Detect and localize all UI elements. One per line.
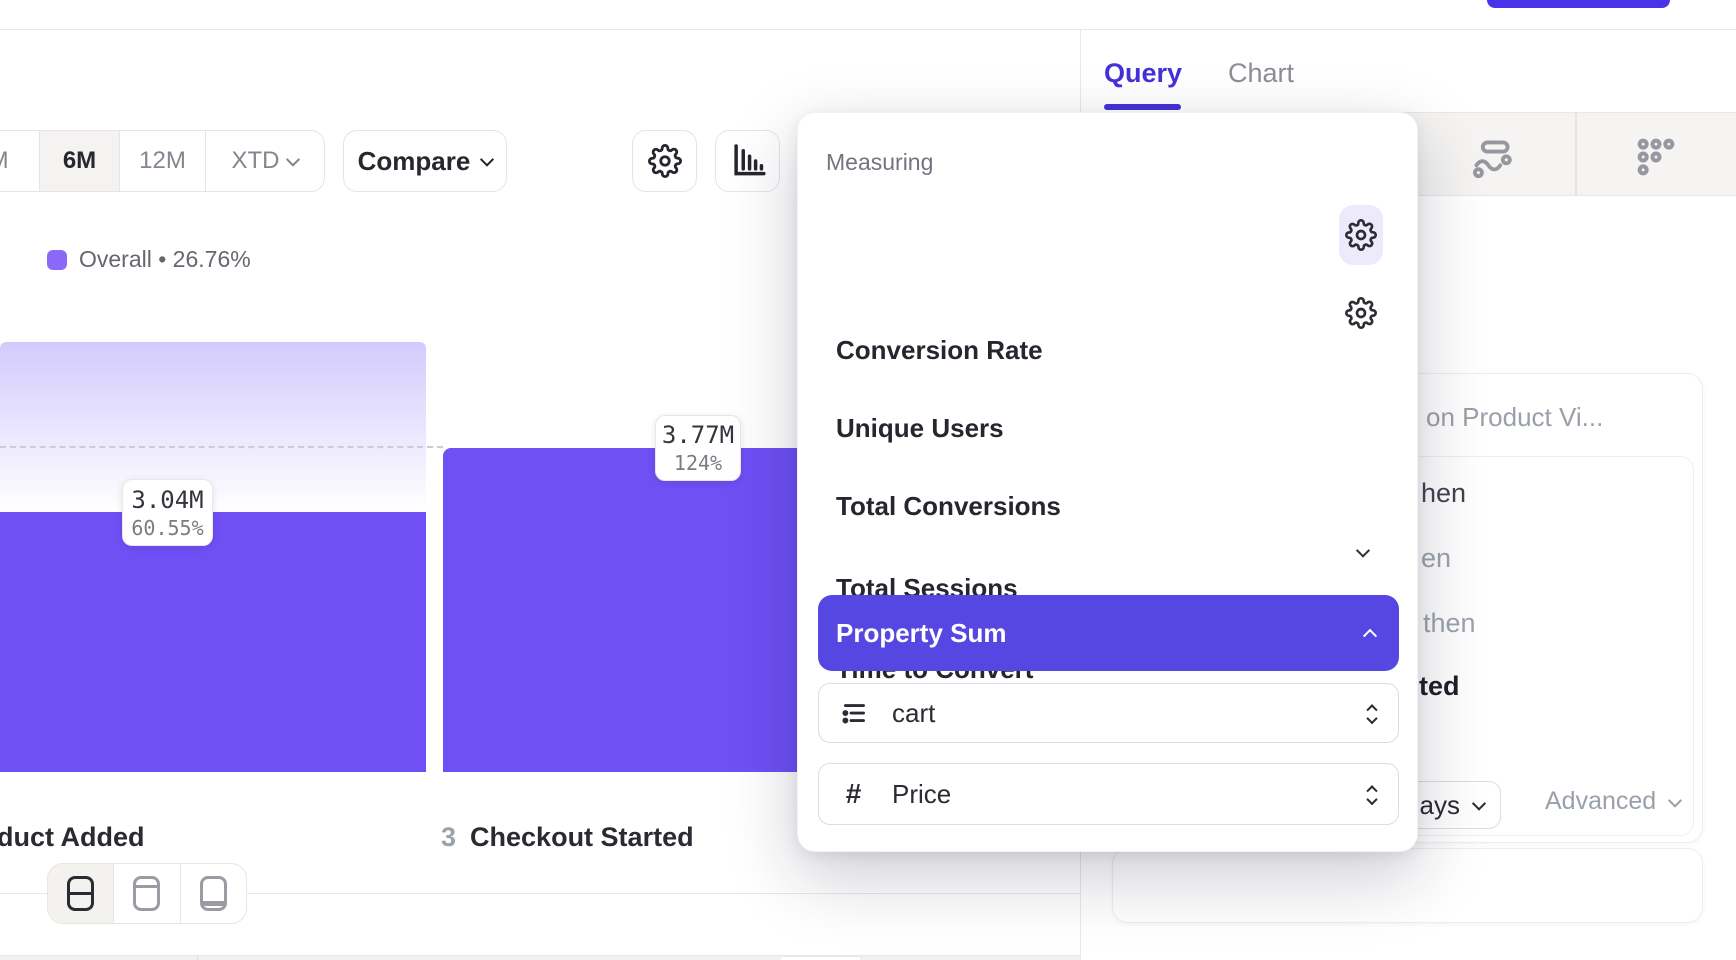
chip-percent: 60.55% xyxy=(131,515,204,540)
chart-footer-divider xyxy=(0,893,1080,894)
table-layout-toggle-group xyxy=(47,863,247,924)
range-6m-label: 6M xyxy=(62,147,97,174)
funnel-bars-icon xyxy=(733,144,766,176)
event-select-value: cart xyxy=(892,697,936,728)
funnel-value-chip-step3[interactable]: 3.77M 124% xyxy=(655,415,741,481)
dots-grid-icon xyxy=(1637,138,1675,176)
funnel-bar-step2-total[interactable] xyxy=(0,342,426,512)
layout-top-button[interactable] xyxy=(114,864,181,923)
conversion-rate-settings-button[interactable] xyxy=(1339,205,1383,265)
range-xtd[interactable]: XTD xyxy=(206,131,323,191)
chip-percent: 124% xyxy=(673,451,723,475)
chevron-down-icon xyxy=(285,152,300,167)
gear-icon xyxy=(1345,297,1377,329)
chip-value: 3.77M xyxy=(661,421,735,449)
legend-label: Overall • 26.76% xyxy=(79,246,251,272)
property-select-value: Price xyxy=(892,778,952,809)
range-3m-label: 3M xyxy=(0,147,9,175)
select-updown-icon xyxy=(1366,703,1378,724)
advanced-label: Advanced xyxy=(1545,787,1657,815)
range-3m[interactable]: 3M xyxy=(0,131,40,191)
step-connector-fragment: then xyxy=(1423,608,1476,638)
flows-view-button[interactable] xyxy=(1468,134,1516,182)
gear-icon xyxy=(647,144,682,178)
query-toolbar-divider xyxy=(1575,113,1577,196)
chart-settings-button[interactable] xyxy=(632,130,697,192)
range-12m[interactable]: 12M xyxy=(120,131,206,191)
layout-bottom-icon xyxy=(199,876,227,911)
measuring-popover: Measuring Conversion Rate Unique Users T… xyxy=(797,112,1418,852)
chevron-down-icon xyxy=(480,152,495,167)
select-updown-icon xyxy=(1366,784,1378,805)
menu-item-total-conversions[interactable]: Total Conversions xyxy=(836,491,1061,521)
step-row-fragment: hen xyxy=(1421,478,1467,508)
range-12m-label: 12M xyxy=(139,147,186,174)
layout-split-icon xyxy=(67,876,95,911)
bottom-table-chip-edge xyxy=(779,956,862,960)
popover-title: Measuring xyxy=(826,149,934,175)
numeric-type-icon: # xyxy=(845,778,862,809)
gear-icon xyxy=(1345,219,1377,251)
primary-action-button-partial[interactable] xyxy=(1487,0,1670,8)
conversion-reference-line xyxy=(0,446,443,448)
step-name: Product Added xyxy=(0,822,145,852)
property-select-price[interactable]: # Price xyxy=(818,763,1399,825)
step-row-fragment: ted xyxy=(1419,671,1460,701)
menu-item-property-sum-selected[interactable]: Property Sum xyxy=(818,595,1399,671)
layout-split-middle-button[interactable] xyxy=(48,864,115,923)
tabbar-border xyxy=(1081,112,1736,113)
step-label-product-added: 2 Product Added xyxy=(0,822,145,853)
menu-item-conversion-rate[interactable]: Conversion Rate xyxy=(836,335,1043,365)
bottom-table-edge xyxy=(0,955,1080,960)
bottom-table-column-divider xyxy=(197,955,198,960)
advanced-toggle[interactable]: Advanced xyxy=(1545,787,1683,816)
chevron-down-icon xyxy=(1355,543,1371,558)
chevron-up-icon xyxy=(1362,628,1378,643)
layout-bottom-button[interactable] xyxy=(181,864,246,923)
tab-chart[interactable]: Chart xyxy=(1228,58,1295,88)
step-connector-fragment: en xyxy=(1421,543,1452,573)
chip-value: 3.04M xyxy=(131,485,204,514)
active-tab-underline xyxy=(1104,104,1181,110)
funnel-value-chip-step2[interactable]: 3.04M 60.55% xyxy=(122,479,213,546)
layout-top-icon xyxy=(133,876,161,911)
chevron-down-icon xyxy=(1471,796,1487,811)
step-name: Checkout Started xyxy=(470,822,694,852)
tab-query[interactable]: Query xyxy=(1104,58,1183,88)
property-sum-label: Property Sum xyxy=(836,617,1007,648)
more-views-button[interactable] xyxy=(1632,133,1680,181)
steps-card-title-fragment: on Product Vi... xyxy=(1426,402,1604,432)
step-number: 3 xyxy=(441,822,457,852)
unique-users-settings-button[interactable] xyxy=(1339,283,1383,343)
chart-type-button[interactable] xyxy=(715,130,780,192)
funnel-bar-step2-converted[interactable] xyxy=(0,512,426,772)
chart-legend: Overall • 26.76% xyxy=(47,246,251,273)
date-range-segmented-control: 3M 6M 12M XTD xyxy=(0,130,325,192)
range-6m[interactable]: 6M xyxy=(40,131,120,191)
compare-label: Compare xyxy=(357,145,471,176)
header-divider xyxy=(0,29,1736,30)
legend-swatch xyxy=(47,249,67,270)
menu-item-unique-users[interactable]: Unique Users xyxy=(836,413,1004,443)
event-select-cart[interactable]: cart xyxy=(818,683,1399,743)
compare-button[interactable]: Compare xyxy=(343,130,507,192)
conversion-window-label-fragment: lays xyxy=(1413,789,1460,820)
funnel-bar-step3[interactable] xyxy=(443,448,833,772)
measurement-card xyxy=(1112,848,1703,923)
list-icon xyxy=(842,704,865,724)
flows-icon xyxy=(1473,140,1512,179)
step-label-checkout-started: 3 Checkout Started xyxy=(441,822,694,853)
chevron-down-icon xyxy=(1668,793,1683,808)
range-xtd-label: XTD xyxy=(231,147,280,174)
